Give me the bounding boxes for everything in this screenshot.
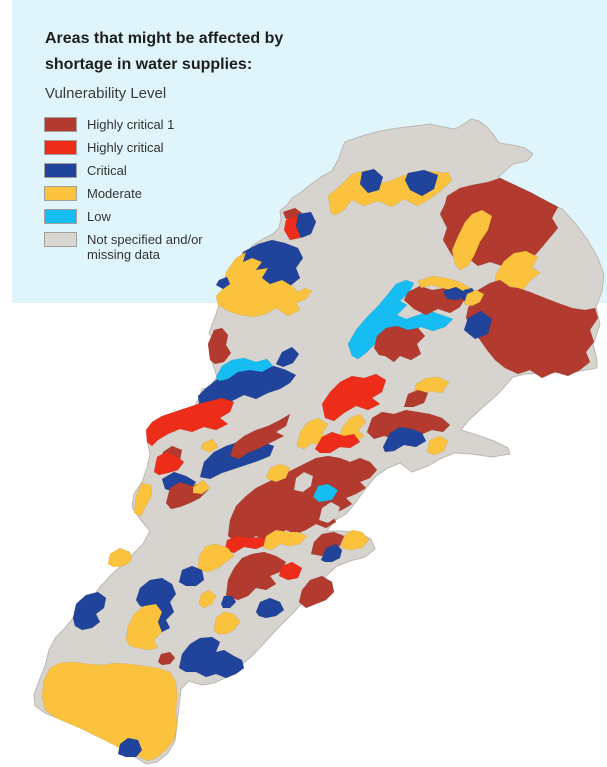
map-region-mo bbox=[213, 611, 241, 635]
legend-swatch-highly-critical-1 bbox=[44, 117, 77, 132]
map-region-cr bbox=[178, 565, 205, 587]
map-region-cr bbox=[117, 737, 143, 758]
map-region-hc1 bbox=[298, 575, 335, 609]
map-region-hc bbox=[314, 431, 361, 454]
map-region-cr bbox=[295, 211, 317, 239]
legend-label: Moderate bbox=[87, 186, 142, 201]
map-region-lo bbox=[312, 483, 339, 503]
legend-swatch-highly-critical bbox=[44, 140, 77, 155]
map-region-hc bbox=[145, 397, 235, 447]
legend-swatch-moderate bbox=[44, 186, 77, 201]
map-region-cr bbox=[463, 310, 493, 340]
map-region-cr bbox=[255, 597, 285, 619]
map-region-hc1 bbox=[403, 389, 429, 408]
map-region-hc bbox=[321, 373, 387, 422]
map-region-cr bbox=[178, 636, 245, 679]
legend-item-low: Low bbox=[44, 209, 203, 224]
map-region-hc1 bbox=[229, 413, 291, 460]
map-region-hc1 bbox=[157, 651, 176, 666]
map-region-mo bbox=[492, 250, 541, 295]
map-region-cr bbox=[72, 591, 107, 631]
map-region-cr bbox=[215, 276, 231, 290]
map-region-hc1 bbox=[465, 279, 599, 379]
map-region-mo bbox=[340, 529, 370, 551]
map-region-cr bbox=[320, 543, 343, 563]
map-region-cr bbox=[404, 169, 439, 197]
panel-title: Areas that might be affected by shortage… bbox=[45, 26, 375, 78]
legend-item-moderate: Moderate bbox=[44, 186, 203, 201]
legend-item-highly-critical: Highly critical bbox=[44, 140, 203, 155]
map-region-mo bbox=[133, 482, 153, 517]
map-region-cr bbox=[359, 168, 384, 194]
legend-item-critical: Critical bbox=[44, 163, 203, 178]
map-region-hc bbox=[278, 561, 303, 581]
legend-swatch-critical bbox=[44, 163, 77, 178]
map-region-mo bbox=[262, 529, 308, 551]
legend-label: Highly critical 1 bbox=[87, 117, 175, 132]
legend-title: Vulnerability Level bbox=[45, 85, 167, 102]
map-region-cr bbox=[199, 441, 275, 480]
legend-label: Highly critical bbox=[87, 140, 164, 155]
map-region-lo bbox=[215, 357, 274, 382]
map-region-hc bbox=[153, 451, 185, 476]
panel-title-line1: Areas that might be affected by bbox=[45, 30, 284, 47]
legend-label: Low bbox=[87, 209, 111, 224]
map-region-na bbox=[293, 471, 314, 493]
map-region-mo bbox=[265, 463, 291, 483]
map-region-hc1 bbox=[373, 325, 426, 363]
map-region-mo bbox=[41, 661, 178, 762]
map-region-hc1 bbox=[207, 327, 232, 365]
map-region-mo bbox=[451, 209, 493, 271]
map-region-cr bbox=[275, 346, 300, 368]
panel-title-line2: shortage in water supplies: bbox=[45, 56, 253, 73]
map-region-mo bbox=[436, 171, 453, 188]
legend-list: Highly critical 1 Highly critical Critic… bbox=[44, 117, 203, 270]
map-region-mo bbox=[426, 435, 449, 456]
map-region-mo bbox=[125, 603, 163, 651]
map-region-mo bbox=[192, 479, 211, 495]
legend-item-not-specified: Not specified and/or missing data bbox=[44, 232, 203, 262]
legend-swatch-low bbox=[44, 209, 77, 224]
map-region-na bbox=[318, 501, 341, 524]
map-region-cr bbox=[220, 595, 237, 609]
map-region-cr bbox=[382, 426, 427, 453]
map-region-mo bbox=[198, 589, 217, 609]
map-region-mo bbox=[197, 543, 235, 573]
legend-item-highly-critical-1: Highly critical 1 bbox=[44, 117, 203, 132]
map-region-mo bbox=[463, 289, 485, 307]
map-region-mo bbox=[200, 438, 219, 453]
map-region-mo bbox=[107, 547, 133, 568]
legend-label: Not specified and/or missing data bbox=[87, 232, 203, 262]
legend-swatch-not-specified bbox=[44, 232, 77, 247]
legend-label: Critical bbox=[87, 163, 127, 178]
map-region-mo bbox=[215, 251, 313, 318]
